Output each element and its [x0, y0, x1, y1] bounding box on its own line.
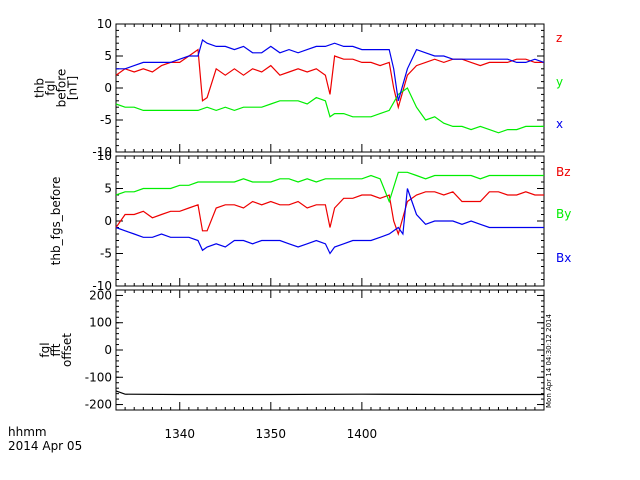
- y-axis-label: fgl: [38, 342, 52, 357]
- y-tick-label: 10: [97, 149, 112, 163]
- series-line-y: [115, 87, 544, 134]
- series-line-offset: [115, 390, 544, 396]
- footer-date: 2014 Apr 05: [8, 439, 82, 453]
- y-tick-label: 0: [104, 81, 112, 95]
- y-axis-label: thb_fgs_before: [49, 177, 63, 266]
- y-tick-label: 5: [104, 49, 112, 63]
- legend-label-By: By: [556, 207, 571, 221]
- y-tick-label: 5: [104, 182, 112, 196]
- x-tick-label: 1340: [164, 427, 195, 441]
- legend-label-y: y: [556, 75, 563, 89]
- x-tick-label: 1350: [256, 427, 287, 441]
- y-tick-label: -100: [85, 370, 112, 384]
- y-tick-label: 200: [89, 288, 112, 302]
- y-tick-label: 0: [104, 214, 112, 228]
- y-tick-label: -10: [92, 279, 112, 293]
- y-tick-label: -200: [85, 398, 112, 412]
- y-tick-label: 0: [104, 343, 112, 357]
- footer-time-unit: hhmm: [8, 425, 47, 439]
- y-tick-label: -10: [92, 145, 112, 159]
- panels: -10-50510thbfglbefore[nT]zyx-10-50510thb…: [33, 17, 572, 441]
- panel-2: -10 -5 0 5 10 thb_fgs_before Bz By Bx: [49, 149, 571, 293]
- legend-label-Bz: Bz: [556, 165, 571, 179]
- series-line-By: [115, 171, 544, 204]
- generation-timestamp: Mon Apr 14 04:30:12 2014: [545, 314, 553, 408]
- legend-label-x: x: [556, 117, 563, 131]
- y-tick-label: 100: [89, 316, 112, 330]
- plot-frame: [115, 155, 545, 287]
- x-tick-label: 1400: [347, 427, 378, 441]
- legend-label-z: z: [556, 31, 562, 45]
- series-line-Bx: [115, 188, 544, 255]
- y-axis-label: fgl: [44, 80, 58, 95]
- y-tick-label: -5: [100, 247, 112, 261]
- y-axis-label: before: [55, 69, 69, 108]
- y-axis-label: [nT]: [66, 76, 80, 100]
- y-axis-label: thb: [33, 78, 47, 98]
- plot-frame: [115, 289, 545, 411]
- y-axis-label: offset: [60, 333, 74, 367]
- legend-label-Bx: Bx: [556, 251, 571, 265]
- plot-frame: [115, 23, 545, 153]
- y-tick-label: -5: [100, 113, 112, 127]
- series-line-z: [115, 48, 544, 110]
- series-line-Bz: [115, 191, 544, 236]
- y-axis-label: fft: [49, 343, 63, 356]
- y-tick-label: 10: [97, 17, 112, 31]
- series-line-x: [116, 39, 545, 101]
